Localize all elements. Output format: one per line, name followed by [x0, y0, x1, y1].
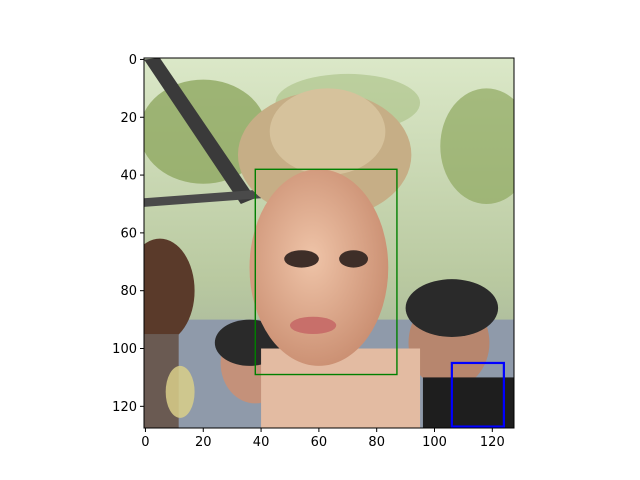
subject-lips [289, 316, 337, 335]
x-tick-label: 0 [141, 435, 149, 450]
subject-face [249, 169, 389, 366]
y-tick-label: 20 [120, 111, 137, 126]
structure-beam-horizontal [144, 189, 262, 207]
bounding-box-2 [450, 361, 505, 428]
x-tick-label: 20 [195, 435, 212, 450]
y-tick-label: 100 [112, 342, 137, 357]
subject-neck-shoulders [261, 348, 421, 428]
photo-image [144, 58, 514, 428]
x-tick-label: 120 [480, 435, 505, 450]
subject-hair-highlight [269, 88, 386, 176]
person-right-clothing [422, 377, 514, 428]
axes-frame [143, 57, 515, 429]
subject-eye-left [284, 250, 319, 268]
x-tick-label: 80 [368, 435, 385, 450]
glass-object [165, 365, 195, 418]
person-left-head [144, 238, 195, 343]
x-tick-label: 60 [311, 435, 328, 450]
box-layer [254, 168, 505, 428]
y-tick-label: 40 [120, 169, 137, 184]
y-tick-label: 80 [120, 284, 137, 299]
x-tick-label: 100 [422, 435, 447, 450]
y-axis: 0 20 40 60 80 100 120 [112, 53, 144, 415]
image-layer [144, 58, 514, 428]
subject-eye-right [339, 250, 369, 268]
structure-beam-diagonal [144, 58, 256, 204]
bounding-box-1 [254, 168, 398, 376]
x-tick-label: 40 [253, 435, 270, 450]
y-tick-label: 0 [129, 53, 137, 68]
foliage-right [440, 88, 514, 204]
person-right-hair [405, 279, 499, 337]
y-tick-label: 60 [120, 226, 137, 241]
y-tick-label: 120 [112, 400, 137, 415]
x-axis: 0 20 40 60 80 100 120 [141, 428, 505, 450]
